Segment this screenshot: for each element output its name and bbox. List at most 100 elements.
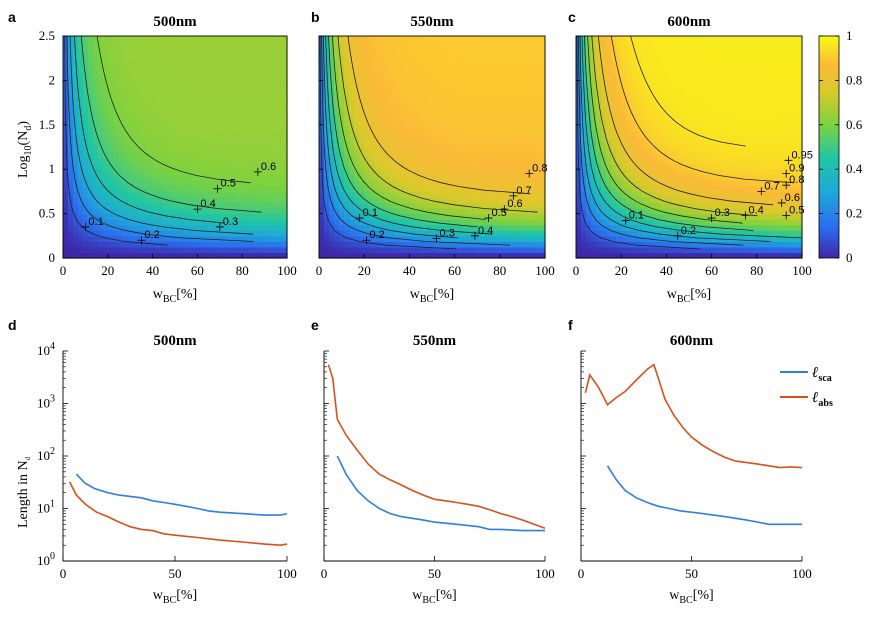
- heatmap-cell: [112, 124, 119, 131]
- heatmap-cell: [524, 52, 531, 59]
- heatmap-cell: [601, 185, 607, 192]
- heatmap-cell: [464, 241, 471, 248]
- heatmap-cell: [439, 119, 446, 126]
- heatmap-cell: [681, 235, 688, 242]
- heatmap-cell: [162, 80, 169, 87]
- heatmap-cell: [242, 102, 248, 109]
- heatmap-cell: [626, 91, 632, 98]
- heatmap-cell: [494, 213, 501, 220]
- heatmap-cell: [611, 102, 617, 109]
- contour-line-0.6: [96, 35, 251, 184]
- heatmap-cell: [636, 235, 642, 242]
- heatmap-cell: [534, 113, 541, 120]
- heatmap-cell: [117, 130, 124, 137]
- heatmap-cell: [349, 169, 355, 176]
- heatmap-cell: [464, 185, 471, 192]
- heatmap-cell: [349, 252, 355, 259]
- heatmap-cell: [192, 174, 198, 181]
- heatmap-cell: [77, 224, 84, 231]
- heatmap-cell: [716, 147, 723, 154]
- heatmap-cell: [489, 152, 496, 159]
- heatmap-cell: [711, 74, 718, 81]
- heatmap-cell: [494, 141, 501, 148]
- heatmap-cell: [369, 85, 375, 93]
- heatmap-cell: [731, 108, 738, 115]
- heatmap-cell: [651, 185, 657, 192]
- heatmap-cell: [641, 230, 647, 237]
- heatmap-cell: [429, 69, 436, 76]
- heatmap-cell: [581, 196, 587, 204]
- heatmap-cell: [676, 91, 683, 98]
- heatmap-cell: [202, 36, 208, 43]
- heatmap-cell: [97, 196, 104, 204]
- heatmap-cell: [257, 91, 263, 98]
- heatmap-cell: [636, 80, 642, 87]
- heatmap-cell: [621, 113, 627, 120]
- heatmap-cell: [354, 47, 360, 54]
- heatmap-cell: [107, 196, 114, 204]
- heatmap-cell: [222, 74, 228, 81]
- heatmap-cell: [277, 246, 283, 254]
- heatmap-cell: [479, 113, 486, 120]
- heatmap-cell: [596, 202, 602, 209]
- heatmap-cell: [364, 208, 370, 215]
- heatmap-cell: [616, 36, 622, 43]
- heatmap-cell: [636, 108, 642, 115]
- heatmap-cell: [282, 97, 288, 104]
- heatmap-cell: [606, 213, 612, 220]
- heatmap-cell: [339, 252, 345, 259]
- heatmap-cell: [419, 58, 426, 65]
- heatmap-cell: [97, 180, 104, 187]
- heatmap-cell: [277, 213, 283, 220]
- heatmap-cell: [112, 169, 119, 176]
- heatmap-cell: [509, 235, 516, 242]
- heatmap-cell: [182, 52, 189, 59]
- heatmap-cell: [596, 185, 602, 192]
- heatmap-cell: [661, 147, 667, 154]
- heatmap-cell: [232, 241, 238, 248]
- heatmap-cell: [464, 47, 471, 54]
- heatmap-cell: [232, 141, 238, 148]
- heatmap-cell: [349, 52, 355, 59]
- heatmap-cell: [72, 219, 79, 226]
- heatmap-cell: [661, 219, 667, 226]
- heatmap-cell: [591, 180, 597, 187]
- heatmap-cell: [237, 52, 243, 59]
- heatmap-cell: [177, 130, 184, 137]
- heatmap-cell: [63, 85, 69, 93]
- contour-marker: [362, 236, 371, 245]
- heatmap-cell: [344, 224, 350, 231]
- heatmap-cell: [212, 196, 218, 204]
- heatmap-cell: [142, 108, 149, 115]
- heatmap-cell: [454, 36, 461, 43]
- heatmap-cell: [127, 36, 134, 43]
- heatmap-cell: [474, 52, 481, 59]
- heatmap-cell: [107, 102, 114, 109]
- heatmap-cell: [187, 191, 194, 198]
- heatmap-cell: [479, 180, 486, 187]
- heatmap-cell: [329, 219, 335, 226]
- heatmap-cell: [661, 63, 667, 70]
- heatmap-cell: [187, 41, 194, 48]
- heatmap-cell: [354, 158, 360, 165]
- heatmap-cell: [479, 85, 486, 93]
- heatmap-cell: [197, 130, 203, 137]
- heatmap-cell: [444, 246, 451, 254]
- heatmap-cell: [529, 180, 536, 187]
- heatmap-cell: [419, 158, 426, 165]
- heatmap-cell: [282, 219, 288, 226]
- heatmap-cell: [212, 113, 218, 120]
- heatmap-cell: [389, 69, 395, 76]
- heatmap-cell: [117, 147, 124, 154]
- heatmap-cell: [132, 213, 139, 220]
- heatmap-cell: [484, 130, 491, 137]
- heatmap-cell: [222, 219, 228, 226]
- heatmap-cell: [726, 152, 733, 159]
- heatmap-cell: [671, 174, 678, 181]
- heatmap-cell: [187, 47, 194, 54]
- heatmap-cell: [534, 174, 541, 181]
- heatmap-cell: [404, 63, 410, 70]
- heatmap-cell: [586, 163, 592, 170]
- heatmap-cell: [616, 74, 622, 81]
- heatmap-cell: [137, 163, 144, 170]
